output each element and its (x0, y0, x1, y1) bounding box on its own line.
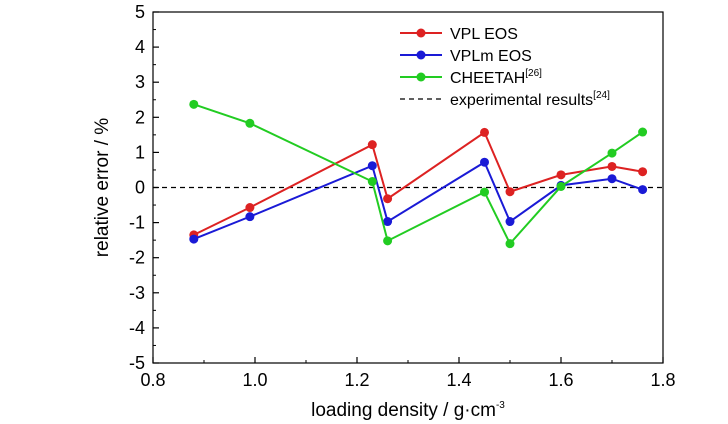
legend-label-vplm-eos: VPLm EOS (450, 48, 532, 65)
data-point-vplm-eos (245, 212, 255, 222)
y-tick-label: 4 (135, 37, 145, 57)
y-tick-label: -4 (129, 318, 145, 338)
data-point-cheetah (189, 99, 199, 109)
y-tick-label: 2 (135, 107, 145, 127)
data-point-vpl-eos (245, 203, 255, 213)
data-point-vpl-eos (607, 161, 617, 171)
x-tick-label: 1.0 (242, 370, 267, 390)
legend-label-vpl-eos: VPL EOS (450, 26, 518, 43)
legend-marker-cheetah (416, 72, 426, 82)
y-tick-label: -2 (129, 248, 145, 268)
x-tick-label: 0.8 (140, 370, 165, 390)
data-point-cheetah (638, 127, 648, 137)
legend: VPL EOS VPLm EOS CHEETAH[26] experimental r… (400, 26, 610, 109)
data-point-vplm-eos (607, 174, 617, 184)
y-tick-label: 1 (135, 142, 145, 162)
y-tick-label: 5 (135, 2, 145, 22)
y-tick-label: 3 (135, 72, 145, 92)
data-point-vplm-eos (189, 234, 199, 244)
series-line-cheetah (193, 103, 644, 246)
legend-marker-vpl-eos (416, 28, 426, 38)
data-point-cheetah (556, 181, 566, 191)
x-tick-label: 1.8 (650, 370, 675, 390)
y-tick-label: -3 (129, 283, 145, 303)
data-point-vplm-eos (638, 185, 648, 195)
legend-label-experimental-results: experimental results[24] (450, 90, 610, 109)
data-point-vpl-eos (556, 170, 566, 180)
legend-marker-vplm-eos (416, 50, 426, 60)
data-point-cheetah (480, 187, 489, 197)
data-point-cheetah (607, 148, 617, 158)
data-point-cheetah (383, 236, 393, 246)
data-point-cheetah (367, 177, 377, 187)
data-point-vpl-eos (383, 194, 393, 204)
x-tick-label: 1.6 (548, 370, 573, 390)
legend-label-cheetah: CHEETAH[26] (450, 68, 542, 87)
data-point-vpl-eos (367, 140, 377, 150)
x-tick-label: 1.4 (446, 370, 471, 390)
data-point-vplm-eos (480, 157, 489, 167)
data-point-vplm-eos (505, 217, 515, 227)
data-point-vplm-eos (383, 217, 393, 227)
series-layer (189, 99, 648, 249)
y-axis-label: relative error / % (92, 118, 113, 257)
data-point-vpl-eos (638, 167, 648, 177)
data-point-vpl-eos (480, 127, 489, 137)
data-point-cheetah (245, 118, 255, 128)
y-tick-label: 0 (135, 178, 145, 198)
x-axis-label: loading density / g·cm-3 (311, 400, 505, 421)
ticks-layer: 0.8 1.0 1.2 1.4 1.6 1.8 -5 -4 -3 -2 -1 0 1 2 3 4 5 (129, 2, 676, 390)
x-tick-label: 1.2 (344, 370, 369, 390)
data-point-cheetah (505, 239, 515, 249)
data-point-vpl-eos (505, 187, 515, 197)
y-tick-label: -5 (129, 353, 145, 373)
y-tick-label: -1 (129, 213, 145, 233)
data-point-vplm-eos (367, 161, 377, 171)
